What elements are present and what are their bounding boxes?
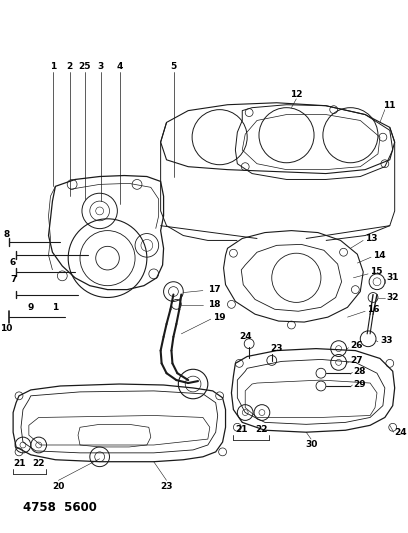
- Text: 20: 20: [52, 482, 64, 491]
- Text: 16: 16: [367, 305, 380, 314]
- Text: 1: 1: [52, 303, 58, 312]
- Text: 9: 9: [28, 303, 34, 312]
- Text: 4: 4: [117, 62, 123, 71]
- Text: 29: 29: [353, 379, 366, 389]
- Text: 3: 3: [98, 62, 104, 71]
- Text: 21: 21: [13, 459, 25, 468]
- Text: 27: 27: [350, 356, 363, 365]
- Text: 5: 5: [171, 62, 177, 71]
- Text: 23: 23: [271, 344, 283, 353]
- Text: 30: 30: [305, 440, 317, 449]
- Text: 10: 10: [0, 325, 12, 334]
- Text: 19: 19: [213, 313, 225, 321]
- Text: 24: 24: [395, 427, 407, 437]
- Text: 26: 26: [350, 341, 363, 350]
- Text: 33: 33: [380, 336, 392, 345]
- Text: 28: 28: [353, 367, 366, 376]
- Text: 12: 12: [290, 91, 303, 99]
- Text: 17: 17: [208, 285, 220, 294]
- Text: 32: 32: [387, 293, 399, 302]
- Text: 25: 25: [78, 62, 91, 71]
- Text: 31: 31: [387, 273, 399, 282]
- Text: 18: 18: [208, 300, 220, 309]
- Text: 22: 22: [33, 459, 45, 468]
- Text: 1: 1: [50, 62, 57, 71]
- Text: 21: 21: [235, 425, 248, 434]
- Text: 7: 7: [10, 275, 16, 284]
- Text: 2: 2: [67, 62, 73, 71]
- Text: 23: 23: [160, 482, 173, 491]
- Text: 8: 8: [3, 230, 9, 239]
- Text: 13: 13: [365, 234, 378, 243]
- Text: 24: 24: [239, 332, 251, 341]
- Text: 4758  5600: 4758 5600: [23, 501, 97, 514]
- Text: 15: 15: [370, 268, 383, 277]
- Text: 6: 6: [10, 257, 16, 266]
- Text: 11: 11: [384, 101, 396, 110]
- Text: 14: 14: [373, 251, 386, 260]
- Text: 22: 22: [256, 425, 268, 434]
